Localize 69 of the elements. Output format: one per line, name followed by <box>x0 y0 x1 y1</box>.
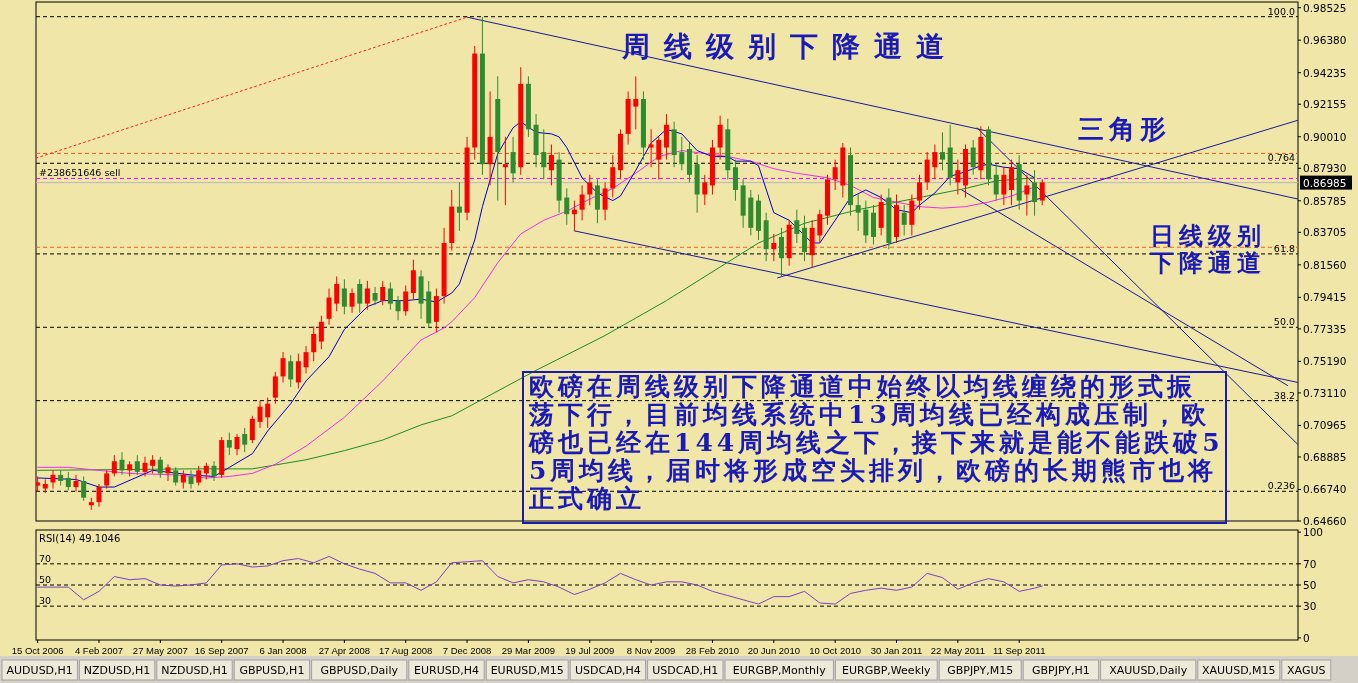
text: GBPUSD,Daily <box>320 664 399 677</box>
x-tick-label: 8 Nov 2009 <box>626 645 676 656</box>
y-tick-label: 0.79415 <box>1303 291 1347 304</box>
y-tick-label: 0.81560 <box>1303 258 1347 271</box>
x-tick-label: 15 Oct 2006 <box>11 645 64 656</box>
text: USDCAD,H4 <box>574 664 641 677</box>
y-tick-label: 0.73110 <box>1303 386 1347 399</box>
y-tick-label: 0.83705 <box>1303 226 1347 239</box>
annotation: 61.8 <box>1273 242 1295 254</box>
ref-line-label: 70 <box>39 552 52 564</box>
y-tick-label: 100 <box>1303 526 1324 539</box>
x-tick-label: 22 May 2011 <box>930 645 985 656</box>
annotation: 0.236 <box>1267 480 1295 492</box>
x-tick-label: 27 Apr 2008 <box>318 645 370 656</box>
annotation: 日线级别下降通道 <box>1149 221 1266 277</box>
text: GBPJPY,H1 <box>1031 664 1090 677</box>
text: NZDUSD,H1 <box>161 664 228 677</box>
y-tick-label: 0 <box>1303 631 1310 644</box>
ref-line-label: 0.86985 <box>1303 176 1347 189</box>
x-tick-label: 16 Sep 2007 <box>194 645 249 656</box>
x-tick-label: 4 Feb 2007 <box>74 645 124 656</box>
ref-line-label: 30 <box>39 595 52 607</box>
y-tick-label: 0.70965 <box>1303 419 1347 432</box>
y-tick-label: 0.66740 <box>1303 483 1347 496</box>
text: GBPUSD,H1 <box>239 664 305 677</box>
x-tick-label: 6 Jan 2008 <box>259 645 307 656</box>
text: AUDUSD,H1 <box>6 664 73 677</box>
x-tick-label: 17 Aug 2008 <box>379 645 433 656</box>
y-tick-label: 0.77335 <box>1303 322 1347 335</box>
annotation: 50.0 <box>1273 316 1295 328</box>
annotation: 100.0 <box>1267 5 1295 17</box>
text: EURUSD,H4 <box>414 664 479 677</box>
y-tick-label: 70 <box>1303 557 1317 570</box>
x-tick-label: 7 Dec 2008 <box>442 645 492 656</box>
y-tick-label: 0.96380 <box>1303 34 1347 47</box>
x-tick-label: 28 Feb 2010 <box>685 645 740 656</box>
y-tick-label: 0.92155 <box>1303 98 1347 111</box>
annotation: 38.2 <box>1273 389 1295 401</box>
x-tick-label: 20 Jun 2010 <box>747 645 800 656</box>
x-tick-label: 19 Jul 2009 <box>565 645 615 656</box>
y-tick-label: 0.90010 <box>1303 130 1347 143</box>
y-tick-label: 30 <box>1303 600 1317 613</box>
y-tick-label: 0.64660 <box>1303 515 1347 527</box>
y-tick-label: 0.87930 <box>1303 162 1347 175</box>
text: GBPJPY,M15 <box>947 664 1014 677</box>
text: XAGUS <box>1287 664 1326 677</box>
x-tick-label: 30 Jan 2011 <box>870 645 923 656</box>
x-tick-label: 10 Oct 2010 <box>809 645 862 656</box>
text: USDCAD,H1 <box>652 664 719 677</box>
text: NZDUSD,H1 <box>83 664 151 677</box>
text: EURUSD,M15 <box>490 664 564 677</box>
x-tick-label: 11 Sep 2011 <box>992 645 1046 656</box>
y-tick-label: 0.68885 <box>1303 450 1347 463</box>
text: XAUUSD,Daily <box>1109 664 1188 677</box>
y-tick-label: 0.94235 <box>1303 66 1347 79</box>
text: XAUUSD,M15 <box>1202 664 1276 677</box>
x-tick-label: 29 Mar 2009 <box>501 645 556 656</box>
y-tick-label: 50 <box>1303 579 1317 591</box>
annotation: 0.764 <box>1267 152 1295 164</box>
y-tick-label: 0.75190 <box>1303 355 1347 368</box>
annotation: 三角形 <box>1078 114 1171 144</box>
ref-line-label: 50 <box>39 574 52 585</box>
y-tick-label: 0.85785 <box>1303 194 1347 207</box>
ref-line-label: #238651646 sell <box>39 167 121 179</box>
chart-title: RSI(14) 49.1046 <box>39 533 121 544</box>
text: EURGBP,Monthly <box>732 664 827 677</box>
text: EURGBP,Weekly <box>842 664 932 677</box>
y-tick-label: 0.98525 <box>1303 1 1347 14</box>
x-tick-label: 27 May 2007 <box>132 645 188 656</box>
